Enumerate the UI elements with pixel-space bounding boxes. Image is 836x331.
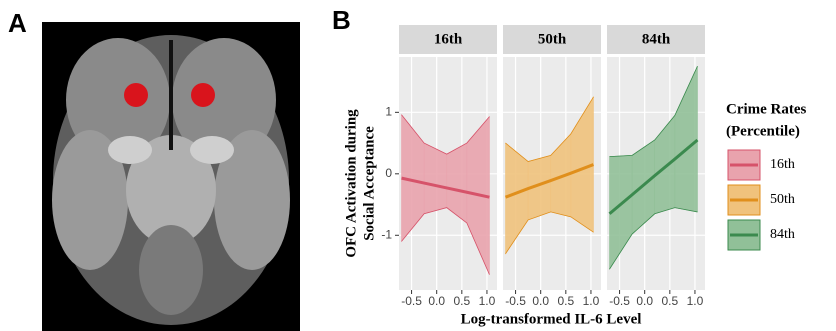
x-tick-label: -0.5 (505, 294, 526, 308)
legend-label: 50th (770, 192, 795, 207)
x-tick-label: 1.0 (479, 294, 496, 308)
strip-label: 50th (538, 31, 567, 47)
x-tick-label: 0.0 (532, 294, 549, 308)
ribbon (424, 143, 447, 214)
x-tick-label: 0.0 (428, 294, 445, 308)
x-tick-label: 0.5 (453, 294, 470, 308)
y-tick-label: 0 (385, 166, 392, 180)
brain-image (42, 22, 300, 331)
legend-label: 16th (770, 157, 795, 172)
x-axis-label: Log-transformed IL-6 Level (461, 311, 642, 327)
x-tick-label: 1.0 (687, 294, 704, 308)
legend-label: 84th (770, 227, 795, 242)
panel-label: A (8, 8, 27, 38)
legend-title: Crime Rates (726, 101, 807, 117)
panel-label: B (332, 5, 351, 35)
y-axis-label: OFC Activation during (343, 109, 359, 258)
x-tick-label: 0.5 (557, 294, 574, 308)
strip-label: 16th (434, 31, 463, 47)
x-tick-label: 0.5 (661, 294, 678, 308)
x-tick-label: -0.5 (609, 294, 630, 308)
y-tick-label: -1 (381, 227, 392, 241)
x-tick-label: 1.0 (583, 294, 600, 308)
legend-title: (Percentile) (726, 123, 800, 139)
strip-label: 84th (642, 31, 671, 47)
y-axis-label: Social Acceptance (361, 126, 377, 241)
y-tick-label: 1 (385, 105, 392, 119)
x-tick-label: -0.5 (401, 294, 422, 308)
x-tick-label: 0.0 (636, 294, 653, 308)
figure: A B 16th -0.5 0.0 0.5 1.0 50th -0.5 0.0 0.5 1.0 84… (0, 0, 836, 331)
